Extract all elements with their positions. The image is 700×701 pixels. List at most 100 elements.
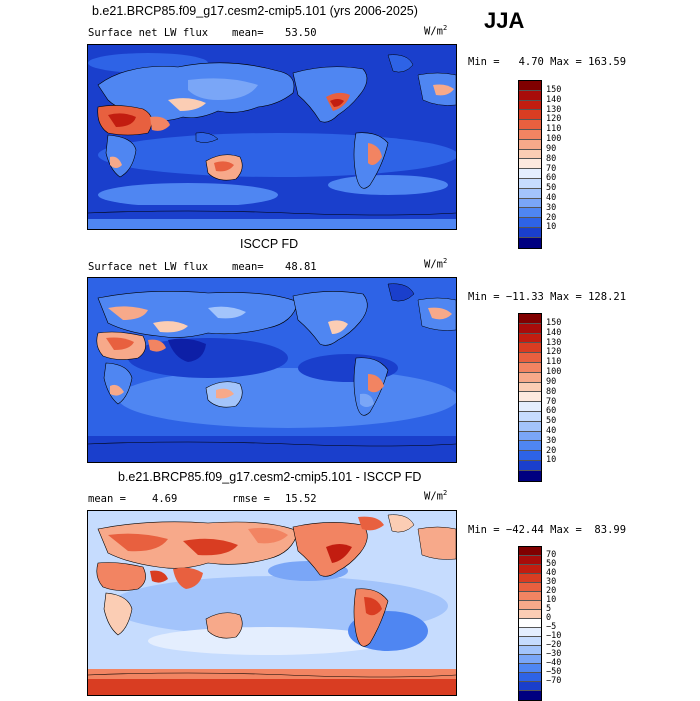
panel-1-units: W/m2 <box>424 24 448 38</box>
colorbar-swatch <box>519 601 541 610</box>
colorbar-tick-label: 130 <box>546 105 562 115</box>
colorbar-tick-label: 100 <box>546 134 562 144</box>
panel-1-variable-label: Surface net LW flux <box>88 27 209 39</box>
colorbar-tick-label: 40 <box>546 193 557 203</box>
colorbar-tick-label: −5 <box>546 622 557 632</box>
colorbar-tick-label: 60 <box>546 173 557 183</box>
colorbar-swatch <box>519 451 541 461</box>
colorbar-tick-label: −40 <box>546 658 562 668</box>
colorbar-tick-label: −20 <box>546 640 562 650</box>
colorbar-swatch <box>519 628 541 637</box>
colorbar-tick-label: 10 <box>546 222 557 232</box>
colorbar-tick-label: 90 <box>546 144 557 154</box>
colorbar-swatch <box>519 655 541 664</box>
colorbar-tick-label: 50 <box>546 559 557 569</box>
colorbar-tick-label: 50 <box>546 416 557 426</box>
panel-2-map-field <box>88 278 456 462</box>
colorbar-tick-label: 70 <box>546 550 557 560</box>
colorbar-tick-label: −10 <box>546 631 562 641</box>
colorbar-tick-label: 20 <box>546 213 557 223</box>
colorbar-swatch <box>519 470 541 481</box>
colorbar-swatch <box>519 81 541 91</box>
colorbar-swatch <box>519 208 541 219</box>
colorbar-swatch <box>519 460 541 471</box>
colorbar-tick-label: 80 <box>546 387 557 397</box>
colorbar-tick-label: 50 <box>546 183 557 193</box>
colorbar-tick-label: 150 <box>546 85 562 95</box>
colorbar-swatch <box>519 547 541 556</box>
colorbar-tick-label: 80 <box>546 154 557 164</box>
colorbar-swatch <box>519 149 541 160</box>
colorbar-swatch <box>519 664 541 673</box>
colorbar-swatch <box>519 619 541 628</box>
colorbar-tick-label: 140 <box>546 95 562 105</box>
colorbar-swatch <box>519 90 541 101</box>
colorbar-swatch <box>519 402 541 412</box>
colorbar-swatch <box>519 198 541 209</box>
season-label: JJA <box>484 8 525 33</box>
colorbar-swatch <box>519 372 541 383</box>
colorbar-swatch <box>519 129 541 140</box>
colorbar-swatch <box>519 227 541 238</box>
colorbar-swatch <box>519 353 541 363</box>
panel-3-minmax: Min = −42.44 Max = 83.99 <box>468 524 627 536</box>
colorbar-tick-label: 130 <box>546 338 562 348</box>
colorbar-swatch <box>519 673 541 682</box>
colorbar-tick-label: −30 <box>546 649 562 659</box>
panel-1-map-field <box>88 45 456 229</box>
colorbar-tick-label: 5 <box>546 604 552 614</box>
colorbar-swatch <box>519 431 541 442</box>
colorbar-tick-label: 40 <box>546 426 557 436</box>
colorbar-swatch <box>519 574 541 583</box>
panel-3-mean-label: mean = <box>88 493 126 505</box>
colorbar-tick-label: 110 <box>546 124 562 134</box>
panel-3-colorbar-labels: 70 50 40 30 20 10 5 0 −5 −10 −20 −30 −40… <box>546 546 586 691</box>
colorbar-tick-label: 90 <box>546 377 557 387</box>
panel-3-map <box>87 510 457 696</box>
panel-1-minmax: Min = 4.70 Max = 163.59 <box>468 56 627 68</box>
colorbar-swatch <box>519 169 541 179</box>
colorbar-swatch <box>519 610 541 619</box>
panel-2-units: W/m2 <box>424 257 448 271</box>
colorbar-tick-label: 150 <box>546 318 562 328</box>
colorbar-swatch <box>519 139 541 150</box>
panel-3-rmse-label: rmse = <box>232 493 270 505</box>
panel-2-title: ISCCP FD <box>240 237 299 251</box>
colorbar-swatch <box>519 120 541 130</box>
colorbar-swatch <box>519 592 541 601</box>
colorbar-tick-label: 30 <box>546 436 557 446</box>
colorbar-swatch <box>519 646 541 655</box>
colorbar-tick-label: 30 <box>546 203 557 213</box>
colorbar-swatch <box>519 159 541 170</box>
panel-1-mean-value: 53.50 <box>285 27 317 39</box>
colorbar-swatch <box>519 556 541 565</box>
panel-3-title: b.e21.BRCP85.f09_g17.cesm2-cmip5.101 - I… <box>118 470 422 484</box>
panel-1-colorbar-labels: 150 140 130 120 110 100 90 80 70 60 50 4… <box>546 80 586 232</box>
colorbar-tick-label: 60 <box>546 406 557 416</box>
colorbar-tick-label: 120 <box>546 347 562 357</box>
colorbar-tick-label: 30 <box>546 577 557 587</box>
colorbar-tick-label: 10 <box>546 455 557 465</box>
colorbar-swatch <box>519 218 541 228</box>
colorbar-tick-label: 120 <box>546 114 562 124</box>
colorbar-swatch <box>519 682 541 691</box>
colorbar-swatch <box>519 178 541 189</box>
panel-1-mean-label: mean= <box>232 27 264 39</box>
panel-2-variable-label: Surface net LW flux <box>88 261 209 273</box>
colorbar-swatch <box>519 188 541 199</box>
panel-2-mean-value: 48.81 <box>285 261 317 273</box>
panel-3-map-field <box>88 511 456 695</box>
panel-3-colorbar <box>518 546 542 701</box>
panel-2-colorbar <box>518 313 542 482</box>
colorbar-swatch <box>519 100 541 111</box>
colorbar-swatch <box>519 323 541 334</box>
colorbar-swatch <box>519 421 541 432</box>
colorbar-swatch <box>519 691 541 700</box>
colorbar-tick-label: −70 <box>546 676 562 686</box>
colorbar-swatch <box>519 382 541 393</box>
colorbar-swatch <box>519 314 541 324</box>
colorbar-swatch <box>519 237 541 248</box>
colorbar-tick-label: 70 <box>546 164 557 174</box>
colorbar-tick-label: 20 <box>546 446 557 456</box>
colorbar-swatch <box>519 637 541 646</box>
